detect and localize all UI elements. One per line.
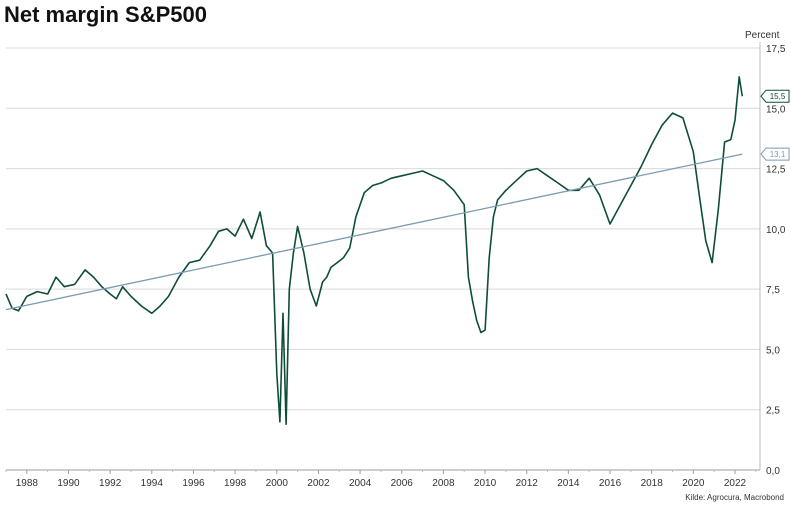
x-axis: 1988 1990 1992 1994 1996 1998 2000 2002 2004 2006… [5, 469, 760, 489]
y-axis: 0,0 2,5 5,0 7,5 10,0 12,5 15,0 17,5 [759, 42, 786, 477]
y-tick-label: 5,0 [766, 345, 780, 356]
x-tick-label: 2018 [641, 478, 664, 489]
end-value-tag-label: 13,1 [770, 150, 786, 159]
y-tick-label: 0,0 [766, 466, 780, 477]
x-tick-label: 2022 [724, 478, 747, 489]
x-tick-label: 2000 [266, 478, 289, 489]
x-tick-label: 1998 [224, 478, 247, 489]
chart-title: Net margin S&P500 [4, 2, 207, 27]
y-tick-label: 10,0 [766, 225, 786, 236]
x-tick-label: 2008 [432, 478, 455, 489]
end-value-tag-box [760, 147, 790, 161]
y-tick-label: 15,0 [766, 104, 786, 115]
x-tick-label: 2002 [307, 478, 330, 489]
trend-line [5, 153, 743, 311]
net-margin-line [5, 76, 744, 426]
x-tick-label: 1988 [16, 478, 39, 489]
x-tick-label: 2004 [349, 478, 372, 489]
y-axis-unit-label: Percent [745, 30, 780, 41]
x-tick-label: 1990 [57, 478, 80, 489]
x-tick-label: 1996 [182, 478, 205, 489]
x-tick-label: 1994 [141, 478, 164, 489]
x-tick-label: 2012 [516, 478, 539, 489]
y-tick-label: 12,5 [766, 165, 786, 176]
end-value-labels: 15,5 13,1 [760, 89, 790, 161]
end-value-tag: 13,1 [760, 147, 790, 161]
x-tick-label: 2020 [682, 478, 705, 489]
gridlines [6, 47, 760, 471]
x-tick-label: 2006 [391, 478, 414, 489]
y-tick-label: 17,5 [766, 44, 786, 55]
y-tick-label: 2,5 [766, 406, 780, 417]
end-value-tag: 15,5 [760, 89, 790, 103]
y-tick-label: 7,5 [766, 285, 780, 296]
x-tick-label: 2010 [474, 478, 497, 489]
x-tick-label: 1992 [99, 478, 122, 489]
source-note: Kilde: Agrocura, Macrobond [685, 493, 784, 502]
end-value-tag-label: 15,5 [770, 92, 786, 101]
x-tick-label: 2014 [557, 478, 580, 489]
end-value-tag-box [760, 89, 790, 103]
x-tick-label: 2016 [599, 478, 622, 489]
series-lines [5, 76, 744, 426]
